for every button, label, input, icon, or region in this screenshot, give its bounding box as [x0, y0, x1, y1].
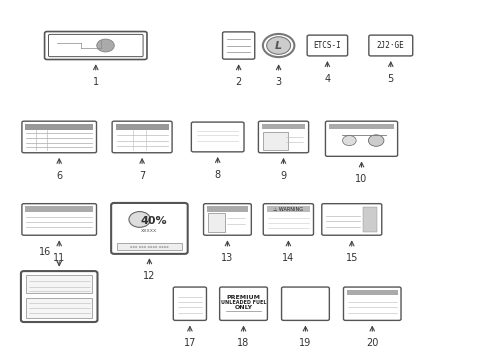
Text: xxxxx: xxxxx	[141, 228, 157, 233]
Text: 11: 11	[53, 253, 65, 263]
Text: ONLY: ONLY	[234, 305, 252, 310]
Text: 40%: 40%	[141, 216, 167, 226]
Text: 2: 2	[235, 77, 241, 87]
Circle shape	[129, 212, 150, 227]
FancyBboxPatch shape	[219, 287, 267, 320]
Text: 19: 19	[299, 338, 311, 348]
Bar	[25, 124, 93, 130]
FancyBboxPatch shape	[258, 121, 308, 153]
Bar	[266, 206, 309, 212]
FancyBboxPatch shape	[173, 287, 206, 320]
FancyBboxPatch shape	[44, 32, 147, 59]
FancyBboxPatch shape	[22, 204, 96, 235]
FancyBboxPatch shape	[112, 121, 172, 153]
FancyBboxPatch shape	[263, 204, 313, 235]
FancyBboxPatch shape	[111, 203, 187, 254]
Text: ETCS-I: ETCS-I	[313, 41, 341, 50]
FancyBboxPatch shape	[21, 271, 97, 322]
FancyBboxPatch shape	[48, 35, 143, 57]
Text: UNLEADED FUEL: UNLEADED FUEL	[220, 300, 266, 305]
Text: xxx xxx xxxx xxxx: xxx xxx xxxx xxxx	[130, 245, 168, 249]
FancyBboxPatch shape	[222, 32, 254, 59]
Text: 12: 12	[143, 271, 155, 281]
Circle shape	[263, 34, 294, 57]
Bar	[26, 275, 92, 293]
FancyBboxPatch shape	[325, 121, 397, 156]
Text: 9: 9	[280, 171, 286, 181]
FancyBboxPatch shape	[321, 204, 381, 235]
Text: 1: 1	[93, 77, 99, 87]
FancyBboxPatch shape	[22, 121, 96, 153]
Text: 13: 13	[221, 253, 233, 263]
Text: PREMIUM: PREMIUM	[226, 295, 260, 300]
Text: 3: 3	[275, 77, 281, 87]
Bar	[328, 124, 393, 129]
FancyBboxPatch shape	[191, 122, 244, 152]
Circle shape	[367, 135, 383, 146]
Text: L: L	[275, 41, 282, 50]
Text: 10: 10	[355, 174, 367, 184]
Bar	[25, 206, 93, 212]
FancyBboxPatch shape	[343, 287, 400, 320]
FancyBboxPatch shape	[281, 287, 329, 320]
Bar	[261, 124, 305, 129]
Text: 16: 16	[39, 247, 51, 257]
FancyBboxPatch shape	[368, 35, 412, 56]
Circle shape	[266, 37, 290, 54]
Bar	[116, 243, 182, 250]
Text: 17: 17	[183, 338, 196, 348]
Text: 18: 18	[237, 338, 249, 348]
Text: 14: 14	[282, 253, 294, 263]
Bar	[362, 207, 377, 232]
FancyBboxPatch shape	[306, 35, 347, 56]
Text: 5: 5	[387, 74, 393, 84]
Text: 6: 6	[56, 171, 62, 181]
Circle shape	[97, 39, 114, 52]
Text: ⚠ WARNING: ⚠ WARNING	[273, 207, 303, 212]
Text: 2J2·GE: 2J2·GE	[376, 41, 404, 50]
Text: 8: 8	[214, 170, 220, 180]
Text: 4: 4	[324, 74, 330, 84]
Bar	[206, 206, 247, 212]
Circle shape	[342, 135, 355, 145]
Bar	[26, 298, 92, 318]
Text: 7: 7	[139, 171, 145, 181]
Text: 15: 15	[345, 253, 357, 263]
Bar	[115, 124, 168, 130]
Text: 20: 20	[366, 338, 378, 348]
Bar	[262, 132, 287, 149]
Bar	[207, 213, 225, 232]
Bar	[346, 289, 397, 295]
FancyBboxPatch shape	[203, 204, 251, 235]
